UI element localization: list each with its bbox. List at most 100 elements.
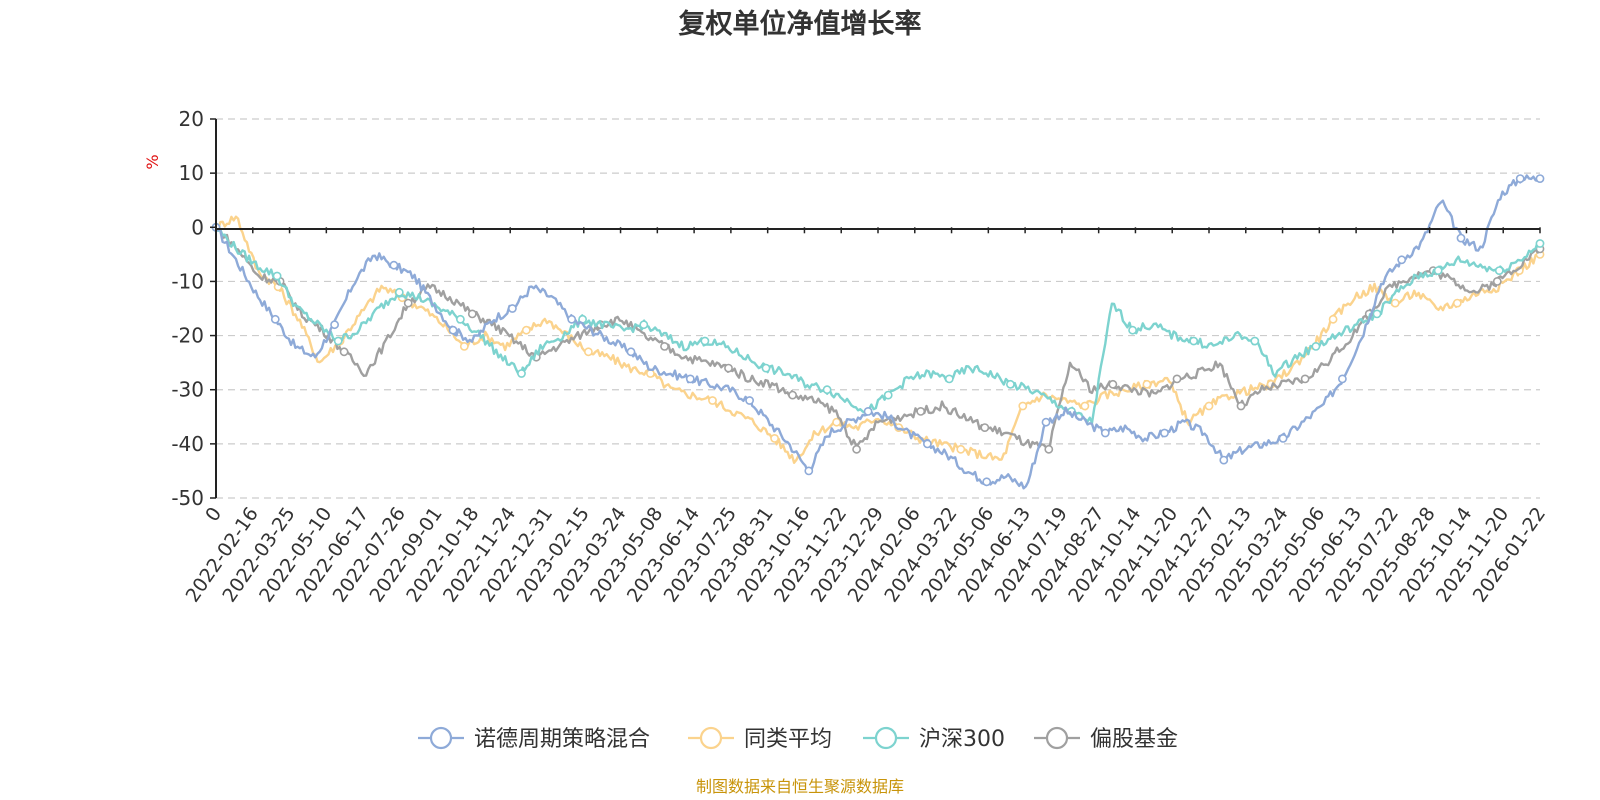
series-point-3 <box>1172 374 1182 384</box>
series-point-0 <box>685 374 695 384</box>
series-point-2 <box>944 374 954 384</box>
series-point-2 <box>1250 336 1260 346</box>
series-point-3 <box>1300 374 1310 384</box>
series-point-2 <box>272 271 282 281</box>
chart-title: 复权单位净值增长率 <box>679 8 922 40</box>
x-tick-label: 0 <box>201 503 226 526</box>
legend-marker <box>874 726 898 750</box>
series-point-2 <box>333 336 343 346</box>
series-point-0 <box>863 406 873 416</box>
series-point-0 <box>1515 174 1525 183</box>
series-line-2 <box>214 226 1541 424</box>
series-point-0 <box>567 314 577 324</box>
series-point-3 <box>1236 401 1246 411</box>
legend-item-0[interactable]: 诺德周期策略混合 <box>418 726 650 752</box>
y-axis-label: % <box>143 154 162 169</box>
series-point-0 <box>448 325 458 335</box>
series-point-1 <box>832 417 841 427</box>
series-point-0 <box>270 314 280 324</box>
series-point-2 <box>700 336 710 346</box>
series-point-3 <box>660 341 669 351</box>
series-point-0 <box>508 304 517 313</box>
axes <box>215 119 1540 498</box>
series-line-0 <box>215 174 1541 490</box>
legend-marker <box>1045 726 1069 750</box>
series-line-3 <box>215 226 1542 449</box>
legend-label: 诺德周期策略混合 <box>474 727 650 752</box>
series-point-1 <box>770 433 779 443</box>
series-point-1 <box>1390 298 1400 308</box>
series-point-2 <box>761 363 771 373</box>
series-point-2 <box>639 320 649 330</box>
series-point-2 <box>517 369 526 378</box>
series-point-1 <box>956 444 966 454</box>
series-point-3 <box>403 298 413 308</box>
series-point-3 <box>724 363 733 373</box>
series-point-3 <box>916 406 926 416</box>
series-point-1 <box>1452 298 1462 308</box>
series-point-1 <box>708 396 717 405</box>
series-point-0 <box>1338 374 1347 384</box>
grid-lines <box>216 118 1540 499</box>
series-point-0 <box>804 466 814 476</box>
series-point-0 <box>626 347 636 357</box>
y-tick-label: 10 <box>179 161 204 185</box>
series-point-2 <box>1128 325 1137 335</box>
series-point-3 <box>467 309 477 319</box>
series-point-0 <box>1100 428 1110 438</box>
series-point-2 <box>394 287 404 297</box>
series-point-0 <box>1456 233 1466 243</box>
y-tick-labels: 20 10 0 -10 -20 -30 -40 -50 <box>171 107 216 510</box>
y-tick-label: -20 <box>171 324 204 348</box>
y-tick-label: 0 <box>191 215 204 239</box>
series-point-0 <box>330 320 339 330</box>
legend-item-1[interactable]: 同类平均 <box>688 726 832 752</box>
series-point-2 <box>883 390 893 400</box>
legend-label: 沪深300 <box>919 727 1005 752</box>
legend-item-3[interactable]: 偏股基金 <box>1034 726 1178 752</box>
series-point-0 <box>745 396 754 405</box>
series-point-1 <box>1142 379 1152 389</box>
y-tick-label: 20 <box>179 107 204 131</box>
y-tick-label: -50 <box>171 486 204 510</box>
series-point-0 <box>982 477 992 487</box>
series-point-0 <box>1041 417 1051 427</box>
series-point-1 <box>521 325 531 335</box>
series-point-1 <box>1080 401 1090 411</box>
series-point-2 <box>1006 379 1015 389</box>
series-point-3 <box>788 390 797 400</box>
series-point-2 <box>1535 239 1545 248</box>
series-point-3 <box>852 444 861 454</box>
series-point-0 <box>1397 255 1407 265</box>
y-tick-label: -10 <box>171 269 204 293</box>
data-source-note: 制图数据来自恒生聚源数据库 <box>696 777 904 796</box>
series-lines <box>211 174 1545 490</box>
legend-marker <box>699 726 723 750</box>
series-point-3 <box>980 423 990 432</box>
series-point-3 <box>1108 379 1118 389</box>
series-point-0 <box>1160 428 1169 438</box>
series-point-3 <box>1492 276 1502 286</box>
series-point-1 <box>584 347 593 357</box>
series-point-0 <box>923 439 932 449</box>
series-point-0 <box>1535 174 1545 183</box>
series-point-3 <box>1044 444 1054 454</box>
series-point-1 <box>459 341 469 351</box>
series-point-1 <box>1204 401 1214 411</box>
x-tick-labels: 02022-02-162022-03-252022-05-102022-06-1… <box>182 227 1550 606</box>
series-point-1 <box>1328 314 1338 324</box>
series-point-2 <box>1433 266 1443 275</box>
legend-item-2[interactable]: 沪深300 <box>863 726 1005 752</box>
series-point-0 <box>389 260 399 270</box>
series-point-2 <box>1494 266 1504 275</box>
series-point-2 <box>1189 336 1199 346</box>
series-point-2 <box>455 314 465 324</box>
series-point-2 <box>1372 309 1382 319</box>
series-point-2 <box>822 385 832 395</box>
series-point-0 <box>1278 433 1288 443</box>
series-point-2 <box>1311 341 1321 351</box>
series-point-1 <box>1018 401 1028 411</box>
series-point-0 <box>1219 455 1229 465</box>
legend-label: 偏股基金 <box>1090 727 1178 752</box>
